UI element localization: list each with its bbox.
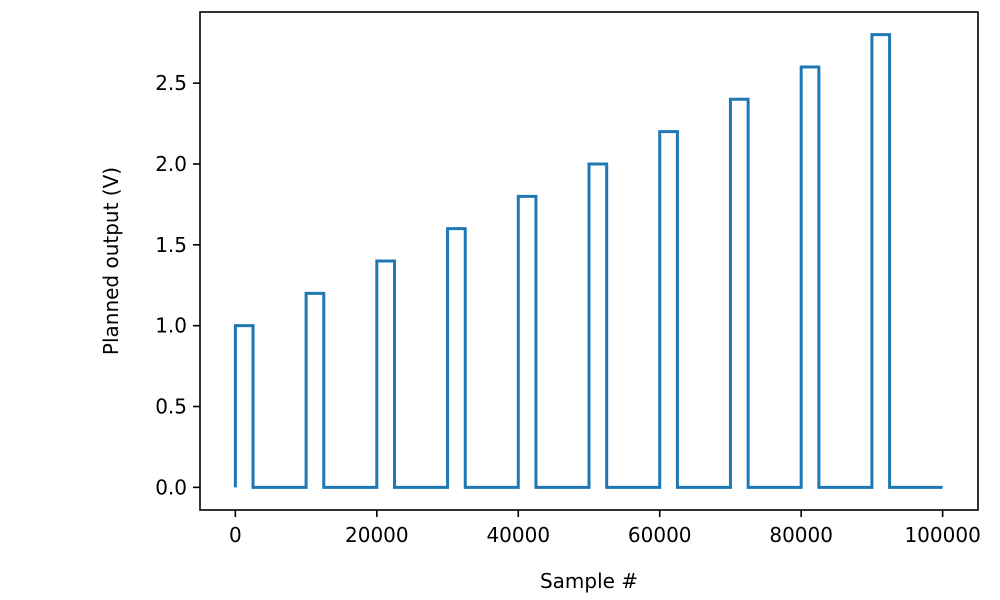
y-tick-label: 1.0 [155, 314, 187, 338]
axis-ticks: 0 20000 40000 60000 80000 100000 0.0 0.5 1.0 1.5 2… [155, 71, 981, 547]
y-tick-label: 2.0 [155, 152, 187, 176]
x-tick-label: 0 [229, 523, 242, 547]
x-tick-label: 40000 [486, 523, 550, 547]
series-line-0 [233, 33, 943, 489]
y-tick-label: 0.0 [155, 475, 187, 499]
y-axis-label: Planned output (V) [99, 167, 123, 355]
y-tick-label: 2.5 [155, 71, 187, 95]
plot-area [233, 33, 943, 489]
x-tick-label: 80000 [769, 523, 833, 547]
x-tick-label: 20000 [345, 523, 409, 547]
y-tick-label: 0.5 [155, 395, 187, 419]
x-tick-label: 100000 [904, 523, 980, 547]
axes-frame [199, 11, 979, 511]
y-tick-label: 1.5 [155, 233, 187, 257]
x-axis-label: Sample # [540, 569, 638, 593]
x-tick-label: 60000 [628, 523, 692, 547]
